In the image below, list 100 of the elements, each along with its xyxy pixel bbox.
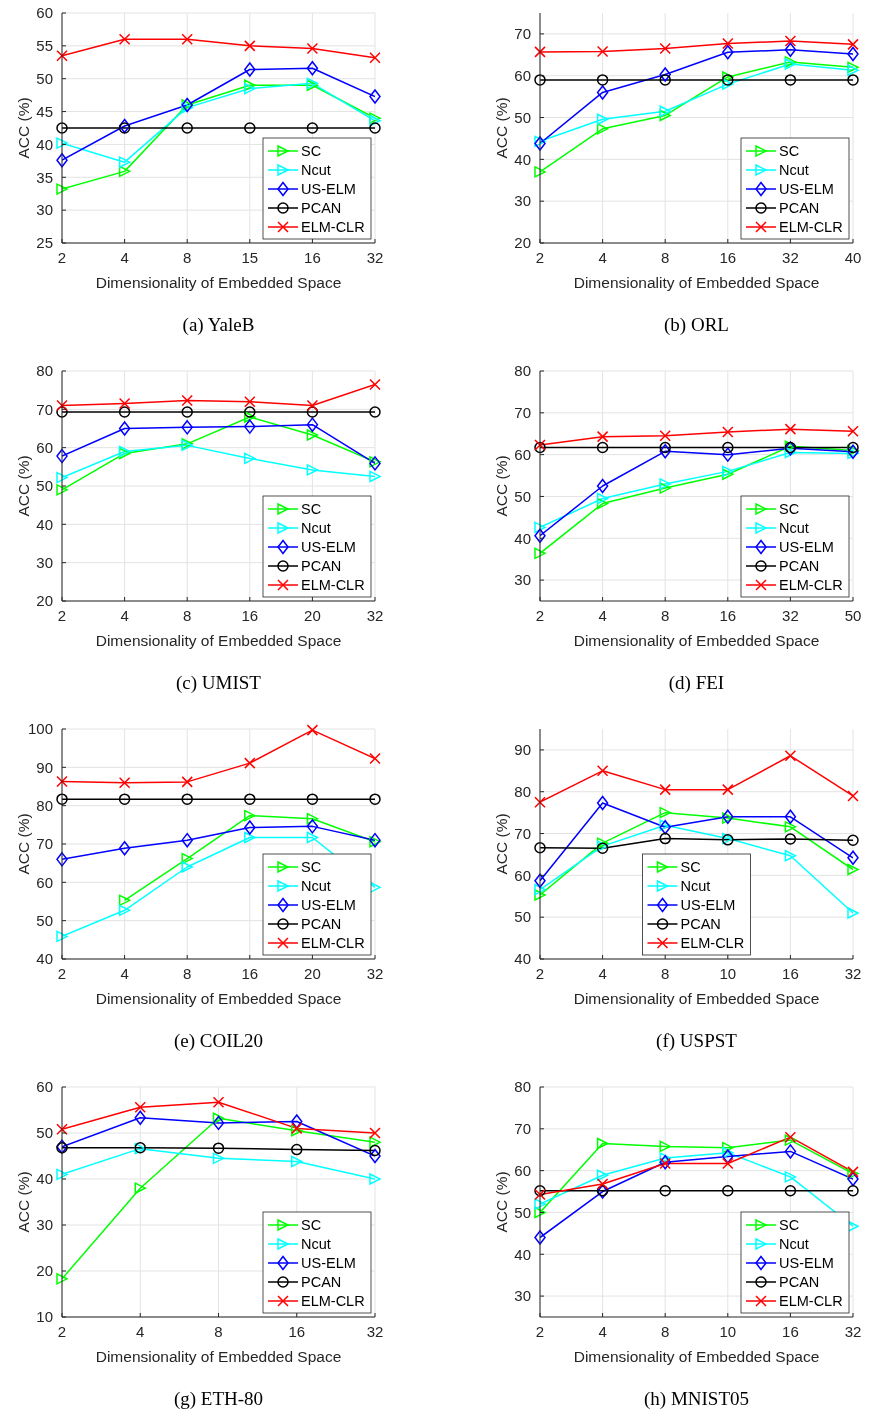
y-tick-label: 70 bbox=[514, 1120, 531, 1138]
y-tick-label: 50 bbox=[514, 108, 531, 126]
legend-label: Ncut bbox=[779, 520, 809, 537]
legend-label: ELM-CLR bbox=[301, 935, 365, 952]
y-tick-label: 50 bbox=[36, 911, 53, 929]
y-tick-label: 35 bbox=[36, 168, 53, 186]
point bbox=[659, 482, 671, 494]
point bbox=[56, 930, 68, 943]
y-tick-label: 100 bbox=[27, 720, 53, 738]
point bbox=[596, 45, 609, 58]
point bbox=[244, 411, 256, 423]
y-tick-label: 80 bbox=[514, 1078, 531, 1096]
point bbox=[118, 421, 131, 436]
x-tick-label: 16 bbox=[719, 607, 737, 624]
point bbox=[56, 399, 68, 412]
point bbox=[244, 793, 256, 805]
point bbox=[134, 1101, 146, 1113]
y-tick-label: 30 bbox=[36, 201, 53, 219]
x-tick-label: 50 bbox=[844, 607, 862, 624]
y-tick-label: 70 bbox=[514, 824, 531, 842]
legend-label: PCAN bbox=[301, 1274, 342, 1291]
x-tick-label: 4 bbox=[598, 965, 607, 982]
point bbox=[659, 1140, 671, 1153]
x-tick-label: 2 bbox=[57, 965, 67, 982]
y-tick-label: 55 bbox=[36, 37, 53, 55]
point bbox=[369, 1148, 381, 1164]
point bbox=[244, 757, 256, 769]
legend-label: PCAN bbox=[779, 200, 820, 217]
legend-label: SC bbox=[779, 501, 800, 518]
legend-label: SC bbox=[301, 859, 322, 876]
point bbox=[181, 832, 193, 848]
point bbox=[596, 478, 609, 494]
point bbox=[659, 105, 671, 118]
point bbox=[722, 37, 734, 50]
y-tick-label: 70 bbox=[514, 25, 531, 43]
point bbox=[722, 45, 734, 60]
point bbox=[659, 783, 671, 796]
point bbox=[534, 74, 546, 86]
point bbox=[244, 419, 256, 434]
x-tick-label: 32 bbox=[782, 607, 799, 624]
y-tick-label: 40 bbox=[514, 1245, 531, 1263]
point bbox=[847, 74, 859, 86]
point bbox=[212, 1142, 225, 1154]
point bbox=[722, 1149, 734, 1164]
x-tick-label: 4 bbox=[136, 1323, 145, 1340]
point bbox=[534, 873, 546, 889]
x-tick-label: 10 bbox=[719, 965, 737, 982]
point bbox=[659, 74, 671, 86]
x-tick-label: 32 bbox=[844, 1323, 862, 1340]
x-tick-label: 4 bbox=[120, 607, 129, 624]
point bbox=[369, 1173, 381, 1185]
point bbox=[722, 78, 734, 90]
point bbox=[118, 33, 131, 46]
x-tick-label: 16 bbox=[288, 1323, 306, 1340]
y-tick-label: 30 bbox=[36, 1216, 53, 1234]
point bbox=[534, 1206, 546, 1219]
text: (e) COIL20 bbox=[173, 1030, 264, 1052]
point bbox=[56, 1123, 68, 1136]
x-tick-label: 8 bbox=[214, 1323, 223, 1340]
y-tick-label: 25 bbox=[36, 234, 53, 252]
y-axis-title: ACC (%) bbox=[15, 455, 32, 517]
point bbox=[134, 1182, 146, 1194]
point bbox=[56, 852, 68, 867]
x-axis-title: Dimensionality of Embedded Space bbox=[573, 1348, 820, 1365]
legend-label: SC bbox=[779, 1217, 800, 1234]
text: (b) ORL bbox=[664, 314, 729, 336]
x-tick-label: 2 bbox=[535, 965, 545, 982]
point bbox=[534, 842, 546, 854]
point bbox=[369, 1144, 381, 1157]
point bbox=[56, 448, 68, 464]
point bbox=[847, 38, 859, 51]
x-tick-label: 16 bbox=[304, 249, 321, 266]
x-tick-label: 2 bbox=[535, 249, 545, 266]
y-tick-label: 20 bbox=[514, 234, 531, 252]
legend-label: US-ELM bbox=[779, 1255, 834, 1272]
point bbox=[56, 484, 68, 496]
point bbox=[306, 464, 319, 476]
legend-label: ELM-CLR bbox=[779, 219, 843, 236]
x-tick-label: 20 bbox=[304, 965, 321, 982]
point bbox=[369, 470, 381, 483]
y-tick-label: 50 bbox=[36, 69, 53, 87]
point bbox=[118, 840, 131, 856]
y-tick-label: 40 bbox=[36, 950, 53, 968]
y-tick-label: 50 bbox=[36, 477, 53, 495]
x-tick-label: 20 bbox=[304, 607, 321, 624]
x-tick-label: 32 bbox=[366, 249, 384, 266]
point bbox=[118, 118, 131, 134]
point bbox=[181, 406, 193, 418]
legend-label: Ncut bbox=[779, 1236, 809, 1253]
x-tick-label: 2 bbox=[57, 607, 67, 624]
legend-label: SC bbox=[680, 859, 701, 876]
point bbox=[181, 793, 193, 805]
x-tick-label: 32 bbox=[366, 1323, 384, 1340]
point bbox=[534, 521, 546, 534]
point bbox=[784, 750, 797, 762]
text: (f) USPST bbox=[656, 1030, 738, 1052]
y-tick-label: 30 bbox=[36, 553, 53, 571]
point bbox=[369, 1136, 381, 1148]
point bbox=[596, 1178, 609, 1190]
x-tick-label: 2 bbox=[535, 1323, 545, 1340]
